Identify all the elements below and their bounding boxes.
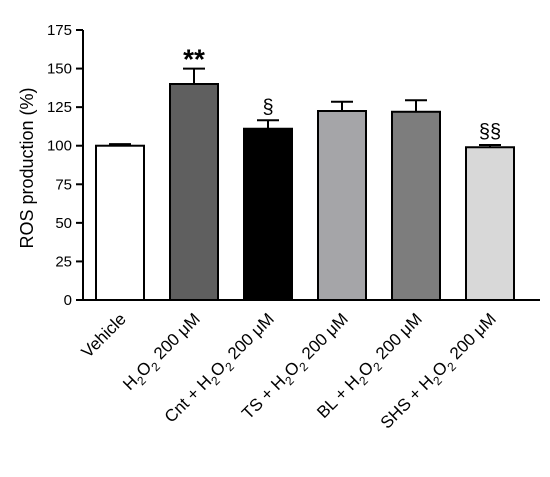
- bar: [169, 83, 219, 301]
- bar: [465, 146, 515, 301]
- y-axis-title: ROS production (%): [17, 87, 37, 248]
- y-tick-label: 75: [55, 176, 72, 193]
- bar: [391, 110, 441, 302]
- bar: [95, 144, 145, 301]
- bar: [317, 110, 367, 301]
- y-tick-label: 0: [64, 292, 72, 309]
- significance-marker: **: [183, 44, 205, 75]
- y-tick-label: 50: [55, 215, 72, 232]
- significance-marker: §§: [479, 121, 501, 143]
- y-tick-label: 25: [55, 253, 72, 270]
- significance-marker: §: [262, 96, 273, 118]
- category-label: Vehicle: [78, 309, 130, 361]
- y-tick-label: 125: [47, 99, 72, 116]
- y-axis: 0 25 50 75 100 125 150 175: [47, 22, 84, 309]
- y-tick-label: 100: [47, 138, 72, 155]
- error-bars: [109, 67, 501, 148]
- bars: [95, 83, 515, 302]
- y-tick-label: 175: [47, 22, 72, 39]
- significance-annotations: **§§§: [183, 44, 501, 143]
- bar: [243, 127, 293, 301]
- y-tick-label: 150: [47, 61, 72, 78]
